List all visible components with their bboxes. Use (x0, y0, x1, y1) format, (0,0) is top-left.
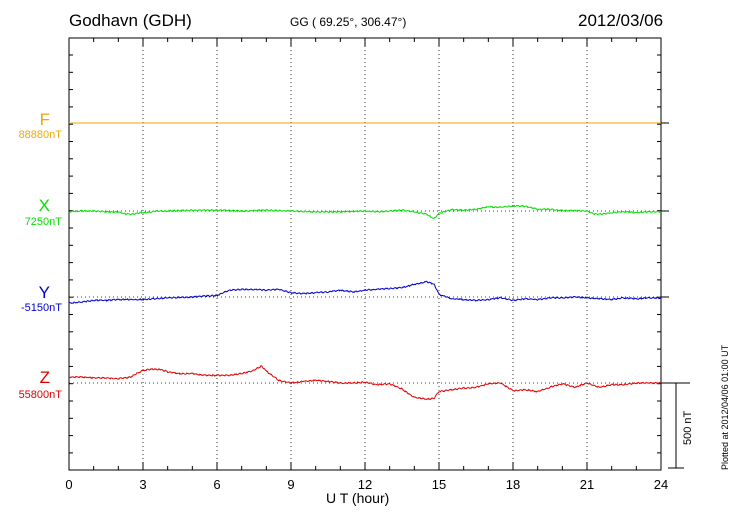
x-tick-label: 9 (287, 477, 294, 492)
x-axis-label: U T (hour) (326, 490, 390, 506)
baseline-label-f: 88880nT (18, 129, 62, 141)
x-tick-label: 15 (432, 477, 446, 492)
component-label-z: Z (39, 368, 50, 387)
station-title: Godhavn (GDH) (69, 11, 192, 30)
series-line-x (68, 204, 662, 220)
component-label-y: Y (38, 283, 50, 302)
series-line-y (68, 280, 662, 304)
x-tick-label: 12 (358, 477, 372, 492)
component-label-x: X (38, 196, 50, 215)
station-coordinates: GG ( 69.25°, 306.47°) (290, 15, 407, 29)
baseline-label-z: 55800nT (18, 389, 62, 401)
x-tick-label: 0 (65, 477, 72, 492)
x-tick-label: 24 (654, 477, 668, 492)
baseline-label-x: 7250nT (24, 216, 62, 228)
baseline-label-y: -5150nT (21, 302, 62, 314)
x-tick-label: 18 (506, 477, 520, 492)
x-tick-label: 21 (580, 477, 594, 492)
x-tick-label: 6 (213, 477, 220, 492)
x-tick-label: 3 (139, 477, 146, 492)
series-line-z (68, 365, 662, 401)
component-label-f: F (39, 110, 50, 129)
date-label: 2012/03/06 (578, 11, 664, 30)
